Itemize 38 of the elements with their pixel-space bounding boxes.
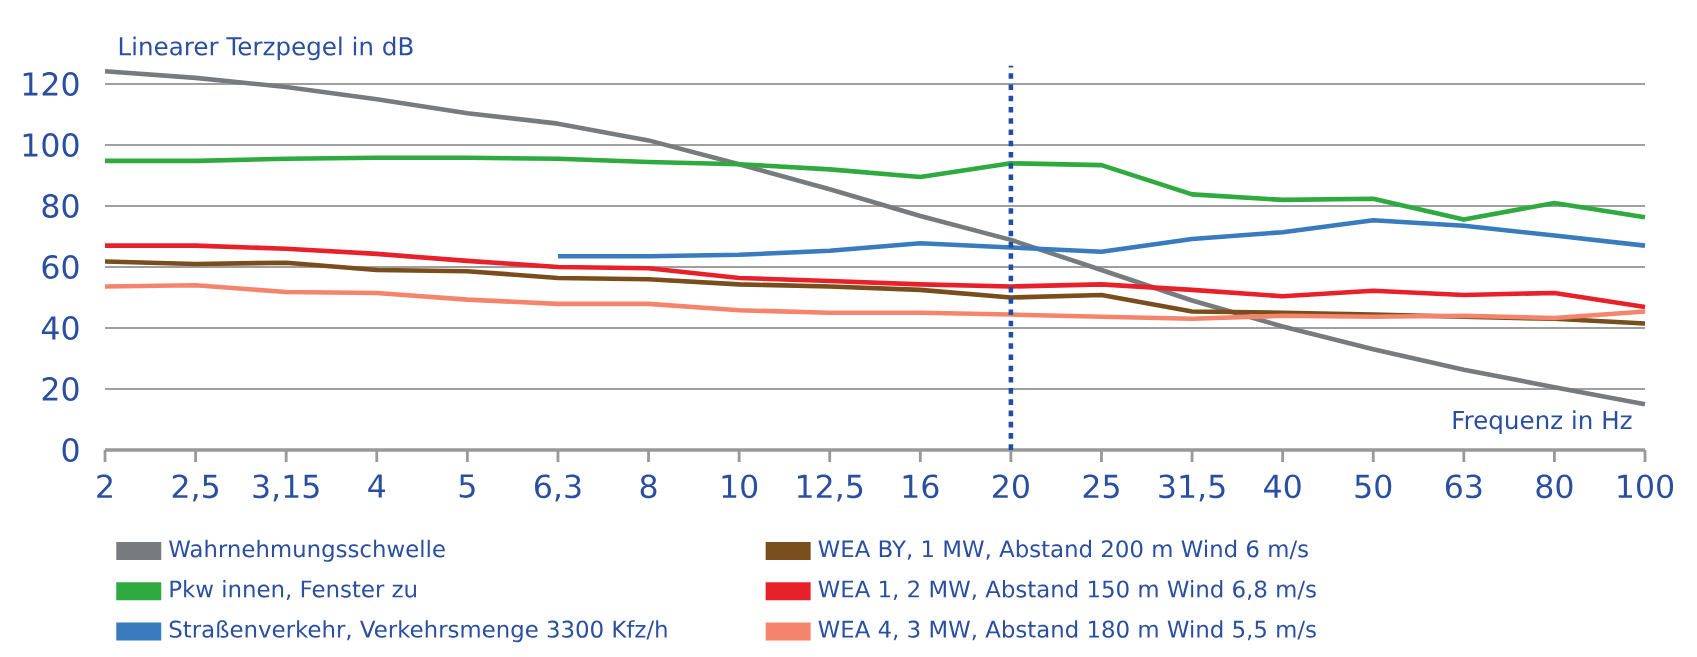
x-tick-label: 100 [1618, 474, 1674, 499]
x-axis-title: Frequenz in Hz [1453, 410, 1632, 435]
x-tick-label: 4 [368, 474, 386, 498]
legend-label: WEA BY, 1 MW, Abstand 200 m Wind 6 m/s [818, 539, 1308, 560]
legend-label: Wahrnehmungsschwelle [169, 539, 445, 562]
legend-label: WEA 1, 2 MW, Abstand 150 m Wind 6,8 m/s [818, 580, 1316, 601]
x-tick-label: 5 [459, 474, 475, 498]
y-axis-title: Linearer Terzpegel in dB [119, 36, 413, 61]
x-tick-label: 50 [1355, 474, 1392, 499]
y-tick-label: 40 [41, 316, 79, 341]
x-tick-label: 63 [1445, 474, 1482, 499]
x-tick-label: 80 [1536, 474, 1573, 499]
y-tick-label: 80 [42, 194, 79, 219]
x-tick-label: 6,3 [535, 474, 581, 502]
line-series [102, 243, 1648, 310]
line-series [555, 218, 1648, 259]
line-series [102, 283, 1648, 322]
x-tick-label: 31,5 [1159, 474, 1225, 502]
x-tick-label: 10 [722, 474, 758, 499]
legend-label: Pkw innen, Fenster zu [170, 580, 416, 601]
line-series [102, 68, 1648, 407]
y-tick-label: 0 [62, 438, 79, 463]
y-tick-label: 20 [42, 377, 79, 402]
y-tick-label: 100 [23, 133, 79, 158]
x-tick-label: 8 [640, 474, 657, 499]
x-tick-label: 2,5 [172, 474, 218, 502]
x-tick-label: 20 [993, 474, 1029, 499]
x-tick-label: 16 [903, 474, 939, 499]
y-tick-label: 60 [42, 255, 79, 280]
line-series [102, 155, 1648, 222]
legend-label: WEA 4, 3 MW, Abstand 180 m Wind 5,5 m/s [818, 620, 1316, 641]
x-tick-label: 12,5 [797, 474, 863, 502]
x-tick-label: 40 [1264, 474, 1301, 499]
legend-label: Straßenverkehr, Verkehrsmenge 3300 Kfz/h [169, 620, 667, 643]
y-tick-label: 120 [23, 72, 79, 97]
x-tick-label: 2 [97, 474, 112, 498]
x-tick-label: 3,15 [253, 474, 319, 502]
x-tick-label: 25 [1083, 474, 1119, 499]
